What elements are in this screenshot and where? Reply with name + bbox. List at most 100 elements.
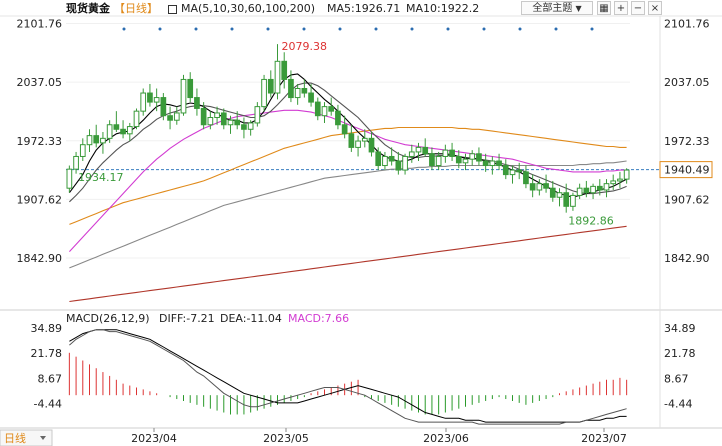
price-tick-left: 1907.62	[17, 193, 63, 206]
candle-body	[469, 153, 476, 160]
event-dot	[446, 27, 450, 31]
event-dot	[554, 27, 558, 31]
candle-body	[227, 119, 234, 126]
annotation-high: 2079.38	[282, 40, 328, 53]
dea-line	[69, 329, 627, 423]
price-tick-left: 2101.76	[17, 17, 63, 30]
candle-body	[66, 168, 73, 189]
candle-body	[294, 88, 301, 99]
candle-body	[301, 88, 308, 94]
candle-body	[462, 158, 469, 164]
diff-line	[69, 329, 627, 425]
event-dot	[374, 27, 378, 31]
candle-body	[314, 101, 321, 117]
candle-body	[241, 124, 247, 130]
candle-body	[563, 192, 570, 207]
event-dot	[590, 27, 594, 31]
candle-body	[133, 110, 140, 128]
candle-body	[442, 149, 449, 157]
candle-body	[328, 106, 335, 112]
candle-body	[455, 155, 462, 164]
theme-dropdown-button[interactable]: 全部主题 ▼	[521, 1, 593, 15]
candle-body	[214, 112, 220, 118]
candle-body	[361, 137, 368, 142]
ma10-line	[69, 82, 627, 203]
price-tick-right: 1972.33	[664, 135, 710, 148]
ma-params-label: MA(5,10,30,60,100,200)	[181, 2, 316, 15]
candle-body	[516, 169, 523, 173]
candle-body	[113, 124, 120, 130]
price-tick-right: 2037.05	[664, 76, 710, 89]
annotation-low-left: 1934.17	[78, 171, 124, 184]
candle-body	[408, 151, 415, 157]
candle-body	[187, 78, 194, 99]
close-icon[interactable]: ×	[648, 1, 662, 15]
minus-icon[interactable]: −	[631, 1, 645, 15]
ma10-value: MA10:1922.2	[406, 2, 480, 15]
candle-body	[341, 124, 348, 135]
candle-body	[422, 146, 429, 155]
candle-body	[617, 178, 623, 182]
event-dot	[194, 27, 198, 31]
candle-body	[274, 60, 281, 94]
candle-body	[570, 194, 576, 207]
candle-body	[496, 160, 502, 167]
macd-dea-value: DEA:-11.04	[220, 312, 282, 325]
candle-body	[355, 140, 361, 148]
candle-body	[308, 92, 314, 103]
macd-tick-right: 21.78	[664, 347, 696, 360]
candle-body	[382, 155, 388, 167]
macd-tick-left: 34.89	[31, 322, 63, 335]
candle-body	[167, 115, 173, 121]
plus-icon[interactable]: +	[614, 1, 628, 15]
candle-body	[220, 112, 227, 126]
candle-body	[147, 92, 153, 103]
ma30-line	[68, 109, 627, 252]
candle-body	[556, 192, 563, 198]
candle-body	[429, 153, 435, 167]
candle-body	[120, 128, 126, 135]
period-tab-button[interactable]	[0, 429, 53, 446]
chevron-down-icon	[40, 436, 46, 440]
macd-tick-left: 21.78	[31, 347, 63, 360]
event-dot	[302, 27, 306, 31]
candle-body	[596, 185, 603, 191]
candle-body	[73, 155, 79, 170]
candle-body	[86, 135, 93, 146]
candle-body	[402, 155, 408, 171]
current-price-label: 1940.49	[664, 164, 710, 177]
macd-label: MACD(26,12,9)	[66, 312, 150, 325]
macd-tick-left: 8.67	[38, 372, 63, 385]
candle-body	[93, 135, 100, 144]
candle-body	[549, 187, 556, 198]
candle-body	[194, 97, 200, 109]
candle-body	[200, 107, 207, 126]
chevron-down-icon: ▼	[575, 4, 582, 13]
candle-body	[180, 78, 187, 114]
x-tick-label: 2023/04	[131, 432, 177, 445]
candle-body	[335, 110, 341, 126]
macd-tick-right: 34.89	[664, 322, 696, 335]
event-dot	[410, 27, 414, 31]
event-dot	[266, 27, 270, 31]
candle-body	[536, 183, 543, 191]
macd-tick-right: 8.67	[664, 372, 689, 385]
candle-body	[590, 185, 596, 194]
grid-icon[interactable]: ▦	[597, 1, 611, 15]
candle-body	[140, 92, 147, 112]
macd-macd-value: MACD:7.66	[288, 312, 349, 325]
price-tick-right: 1907.62	[664, 193, 710, 206]
candle-body	[449, 149, 455, 157]
candle-body	[173, 112, 180, 121]
ma-toggle-icon[interactable]	[168, 5, 177, 14]
header-bar: 现货黄金 【日线】 MA(5,10,30,60,100,200) MA5:192…	[0, 0, 722, 18]
candle-body	[79, 144, 86, 157]
ma100-line	[69, 160, 627, 269]
x-tick-label: 2023/05	[263, 432, 309, 445]
candle-body	[482, 160, 489, 167]
price-tick-left: 1972.33	[17, 135, 63, 148]
candle-body	[610, 180, 617, 185]
candle-body	[267, 78, 274, 94]
x-tick-label: 2023/06	[423, 432, 469, 445]
period-label[interactable]: 【日线】	[114, 2, 158, 15]
